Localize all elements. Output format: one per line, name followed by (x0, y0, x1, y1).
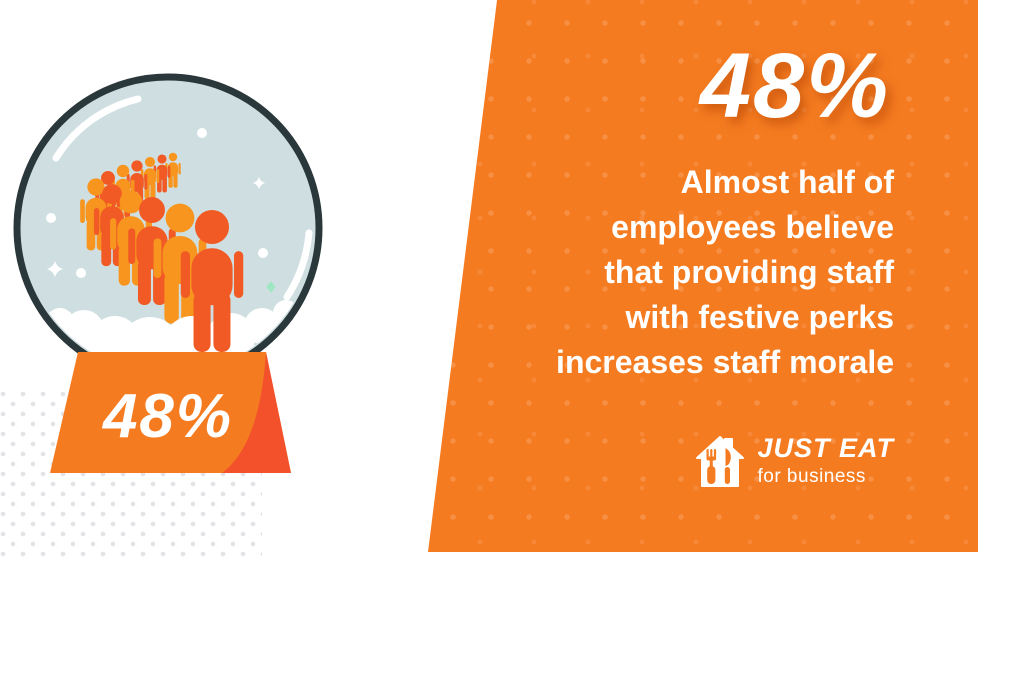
sparkle-star-icon (253, 177, 265, 189)
logo-tagline: for business (757, 465, 866, 487)
knife-icon (725, 448, 732, 484)
house-icon (696, 436, 745, 487)
justeat-logo: JUST EAT for business (694, 434, 894, 488)
statement-line: employees believe (611, 209, 894, 245)
snow-globe-illustration: 48% (13, 73, 323, 473)
logo-text: JUST EAT for business (757, 434, 894, 488)
sparkle-star-icon (47, 261, 63, 277)
fork-icon (706, 449, 717, 484)
sparkle-diamond-icon (266, 281, 276, 293)
statistic-text: Almost half of employees believe that pr… (556, 160, 894, 385)
globe-base: 48% (50, 352, 291, 473)
statistic-headline: 48% (699, 35, 890, 137)
logo-brand: JUST EAT (757, 433, 894, 464)
statement-line: that providing staff (604, 254, 894, 290)
glass-highlights (52, 95, 313, 301)
orange-panel: 48% Almost half of employees believe tha… (428, 0, 978, 552)
snow-dots (46, 128, 276, 293)
base-percent-label: 48% (101, 382, 233, 451)
statement-line: increases staff morale (556, 344, 894, 380)
statement-line: Almost half of (680, 164, 894, 200)
statement-line: with festive perks (625, 299, 894, 335)
